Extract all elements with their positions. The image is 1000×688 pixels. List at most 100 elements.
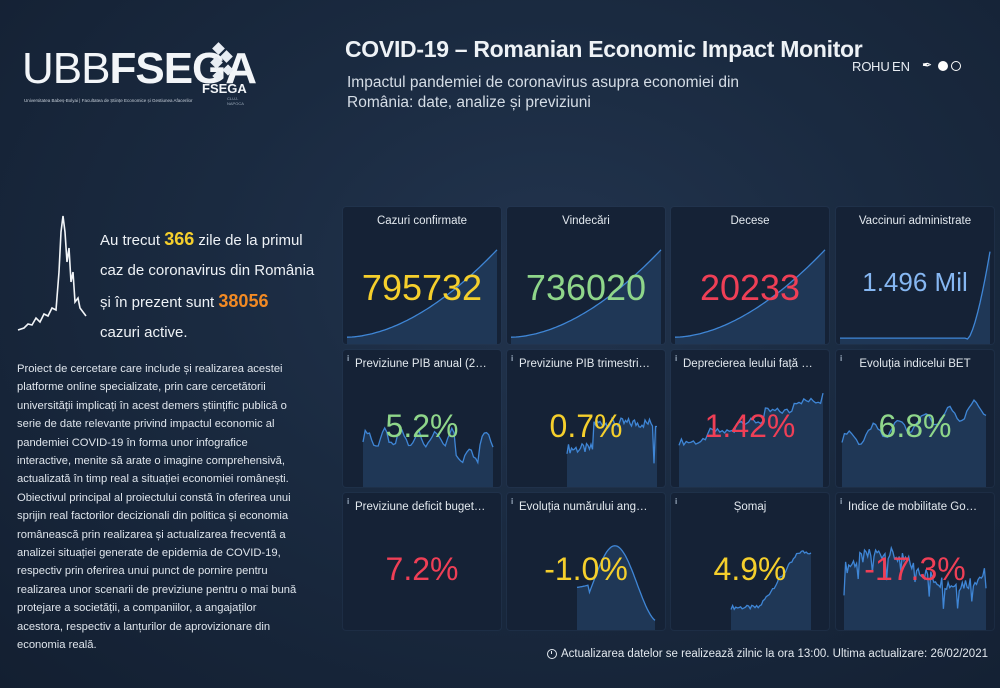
card-sparkline bbox=[678, 392, 824, 487]
info-icon[interactable]: i bbox=[511, 354, 514, 363]
indicator-card-decese[interactable]: Decese 20233 bbox=[671, 207, 829, 344]
brush-icon: ✒ bbox=[922, 58, 933, 72]
sparkline-area bbox=[844, 547, 986, 630]
info-icon[interactable]: i bbox=[347, 354, 350, 363]
language-ro-link[interactable]: RO bbox=[852, 59, 872, 74]
card-value: 795732 bbox=[361, 267, 483, 308]
card-title: Indice de mobilitate Google bbox=[848, 501, 988, 513]
sparkline-area bbox=[840, 251, 990, 344]
card-sparkline bbox=[346, 249, 498, 344]
card-value: 7.2% bbox=[385, 551, 459, 587]
dark-theme-dot[interactable] bbox=[938, 60, 948, 71]
card-sparkline bbox=[566, 416, 657, 487]
logo-badge-label: FSEGA bbox=[202, 81, 247, 96]
info-icon[interactable]: i bbox=[675, 497, 678, 506]
indicator-card-evolutia-indicelui-bet[interactable]: i Evoluția indicelui BET 6.8% bbox=[836, 350, 994, 487]
logo-subtitle: Universitatea Babeș-Bolyai | Facultatea … bbox=[24, 98, 193, 103]
light-theme-dot[interactable] bbox=[951, 60, 961, 71]
card-value: 5.2% bbox=[385, 408, 459, 444]
indicator-card-vaccinuri-administrate[interactable]: Vaccinuri administrate 1.496 Mil bbox=[836, 207, 994, 344]
card-value: 0.7% bbox=[549, 408, 623, 444]
sparkline-line bbox=[843, 545, 987, 609]
card-value: 736020 bbox=[525, 267, 647, 308]
card-value: 1.42% bbox=[704, 408, 796, 444]
card-title: Deprecierea leului față de e... bbox=[683, 358, 829, 370]
info-icon[interactable]: i bbox=[840, 354, 843, 363]
sparkline-area bbox=[511, 249, 661, 344]
card-title: Previziune PIB trimestrial (Q... bbox=[519, 358, 665, 370]
card-value: 6.8% bbox=[878, 408, 952, 444]
clock-icon bbox=[546, 649, 557, 659]
indicator-card-indice-de-mobilitate-google[interactable]: i Indice de mobilitate Google -17.3% bbox=[836, 493, 994, 630]
sparkline-line bbox=[510, 249, 662, 338]
card-sparkline bbox=[840, 251, 991, 344]
last-update-date: 26/02/2021 bbox=[930, 648, 988, 660]
sparkline-line bbox=[841, 399, 987, 446]
sparkline-line bbox=[730, 550, 812, 611]
card-title: Vindecări bbox=[562, 215, 610, 227]
sparkline-area bbox=[347, 249, 497, 344]
card-title: Evoluția numărului angajațil... bbox=[519, 501, 665, 513]
sparkline-area bbox=[577, 545, 655, 630]
logo-wordmark: UBBFSEGA bbox=[22, 44, 257, 93]
sparkline-area bbox=[842, 400, 986, 487]
card-title: Cazuri confirmate bbox=[376, 215, 468, 227]
card-title: Evoluția indicelui BET bbox=[859, 358, 971, 370]
sparkline-line bbox=[346, 249, 498, 338]
info-icon[interactable]: i bbox=[675, 354, 678, 363]
sparkline-area bbox=[363, 427, 493, 487]
indicator-card-vindecari[interactable]: Vindecări 736020 bbox=[507, 207, 665, 344]
fsega-emblem-icon bbox=[210, 42, 234, 82]
language-hu-link[interactable]: HU bbox=[871, 59, 890, 74]
sparkline-area bbox=[679, 393, 823, 487]
indicator-card-cazuri-confirmate[interactable]: Cazuri confirmate 795732 bbox=[343, 207, 501, 344]
card-sparkline bbox=[841, 399, 987, 487]
card-title: Previziune PIB anual (2021) bbox=[355, 358, 499, 370]
sparkline-line bbox=[566, 416, 657, 464]
card-title: Decese bbox=[730, 215, 770, 227]
card-value: 4.9% bbox=[713, 551, 787, 587]
project-description: Proiect de cercetare care include și rea… bbox=[17, 363, 297, 652]
indicator-card-previziune-deficit-bugetar-a[interactable]: i Previziune deficit bugetar a... 7.2% bbox=[343, 493, 501, 630]
active-cases-count: 38056 bbox=[218, 291, 269, 311]
sparkline-line bbox=[678, 392, 824, 447]
card-title: Previziune deficit bugetar a... bbox=[355, 501, 501, 513]
card-value: -1.0% bbox=[544, 551, 628, 587]
indicator-card-somaj[interactable]: i Șomaj 4.9% bbox=[671, 493, 829, 630]
intro-summary: Au trecut 366 zile de la primul caz de c… bbox=[100, 229, 315, 341]
card-sparkline bbox=[730, 550, 812, 630]
card-title: Șomaj bbox=[733, 501, 767, 513]
page-subtitle: Impactul pandemiei de coronavirus asupra… bbox=[347, 74, 740, 111]
indicator-card-deprecierea-leului-fata-de-e[interactable]: i Deprecierea leului față de e... 1.42% bbox=[671, 350, 829, 487]
card-title: Vaccinuri administrate bbox=[858, 215, 972, 227]
page-title: COVID-19 – Romanian Economic Impact Moni… bbox=[345, 36, 863, 62]
sparkline-line bbox=[674, 249, 826, 338]
active-cases-sparkline-icon bbox=[17, 215, 87, 331]
card-value: 1.496 Mil bbox=[862, 267, 968, 297]
card-value: -17.3% bbox=[864, 551, 966, 587]
sparkline-area bbox=[567, 418, 657, 487]
info-icon[interactable]: i bbox=[347, 497, 350, 506]
card-sparkline bbox=[362, 426, 494, 487]
update-notice: Actualizarea datelor se realizează zilni… bbox=[546, 648, 988, 660]
sparkline-line bbox=[576, 545, 656, 621]
card-sparkline bbox=[674, 249, 826, 344]
card-sparkline bbox=[843, 545, 987, 630]
sparkline-line bbox=[840, 251, 991, 340]
info-icon[interactable]: i bbox=[840, 497, 843, 506]
indicator-card-previziune-pib-anual-2021[interactable]: i Previziune PIB anual (2021) 5.2% bbox=[343, 350, 501, 487]
info-icon[interactable]: i bbox=[511, 497, 514, 506]
logo[interactable]: UBBFSEGA Universitatea Babeș-Bolyai | Fa… bbox=[22, 38, 257, 108]
days-count: 366 bbox=[164, 229, 195, 249]
logo-badge-sublabel: CLUJ-NAPOCA bbox=[227, 96, 244, 106]
card-sparkline bbox=[576, 545, 656, 630]
card-sparkline bbox=[510, 249, 662, 344]
card-value: 20233 bbox=[699, 267, 801, 308]
sparkline-area bbox=[731, 550, 811, 630]
indicator-card-evolutia-numarului-angajatil[interactable]: i Evoluția numărului angajațil... -1.0% bbox=[507, 493, 665, 630]
sparkline-line bbox=[362, 426, 494, 465]
indicator-card-previziune-pib-trimestrial-q[interactable]: i Previziune PIB trimestrial (Q... 0.7% bbox=[507, 350, 665, 487]
sparkline-area bbox=[675, 249, 825, 344]
theme-switcher: ✒ bbox=[922, 59, 961, 72]
language-en-link[interactable]: EN bbox=[892, 59, 911, 74]
